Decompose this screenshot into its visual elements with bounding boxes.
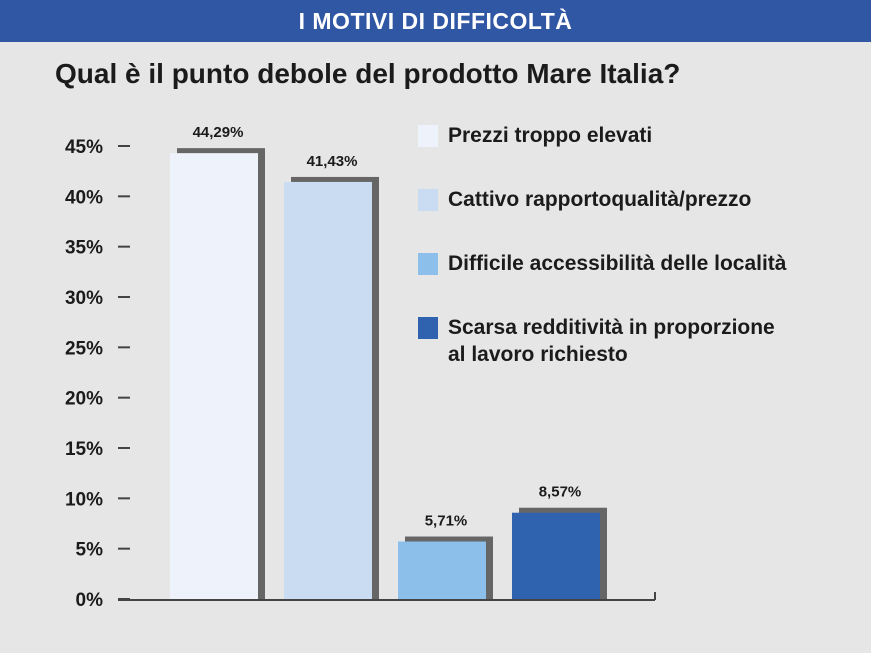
- banner-title: I MOTIVI DI DIFFICOLTÀ: [0, 0, 871, 42]
- bar-value-label-3: 5,71%: [425, 513, 468, 530]
- legend-label-3: Difficile accessibilità delle località: [448, 252, 787, 275]
- y-tick-label-35: 35%: [65, 238, 103, 259]
- legend-swatch-2: [418, 189, 438, 211]
- bar-value-label-4: 8,57%: [539, 484, 582, 501]
- legend-item-2: Cattivo rapportoqualità/prezzo: [418, 186, 858, 213]
- bar-2: [284, 181, 372, 600]
- y-tick-label-20: 20%: [65, 389, 103, 410]
- y-tick-label-15: 15%: [65, 439, 103, 460]
- bar-value-label-1: 44,29%: [193, 124, 244, 141]
- legend-swatch-4: [418, 317, 438, 339]
- legend-swatch-3: [418, 253, 438, 275]
- legend-item-4: Scarsa redditività in proporzione al lav…: [418, 314, 858, 368]
- y-tick-label-5: 5%: [76, 540, 104, 561]
- bar-1: [170, 153, 258, 599]
- y-tick-label-40: 40%: [65, 187, 103, 208]
- bar-value-label-2: 41,43%: [307, 153, 358, 170]
- legend-item-1: Prezzi troppo elevati: [418, 122, 858, 149]
- legend-swatch-1: [418, 125, 438, 147]
- chart-question: Qual è il punto debole del prodotto Mare…: [55, 58, 681, 89]
- y-tick-label-25: 25%: [65, 338, 103, 359]
- y-tick-label-10: 10%: [65, 489, 103, 510]
- legend-label-4a: Scarsa redditività in proporzione: [448, 316, 775, 339]
- bar-4: [512, 512, 600, 599]
- y-tick-label-0: 0%: [76, 590, 104, 611]
- legend-label-2: Cattivo rapportoqualità/prezzo: [448, 188, 752, 211]
- legend-label-4b: al lavoro richiesto: [448, 343, 628, 366]
- legend-item-3: Difficile accessibilità delle località: [418, 250, 858, 277]
- legend-label-1: Prezzi troppo elevati: [448, 124, 653, 147]
- bar-3: [398, 541, 486, 599]
- y-tick-label-30: 30%: [65, 288, 103, 309]
- y-tick-label-45: 45%: [65, 137, 103, 158]
- chart-legend: Prezzi troppo elevati Cattivo rapportoqu…: [418, 122, 858, 368]
